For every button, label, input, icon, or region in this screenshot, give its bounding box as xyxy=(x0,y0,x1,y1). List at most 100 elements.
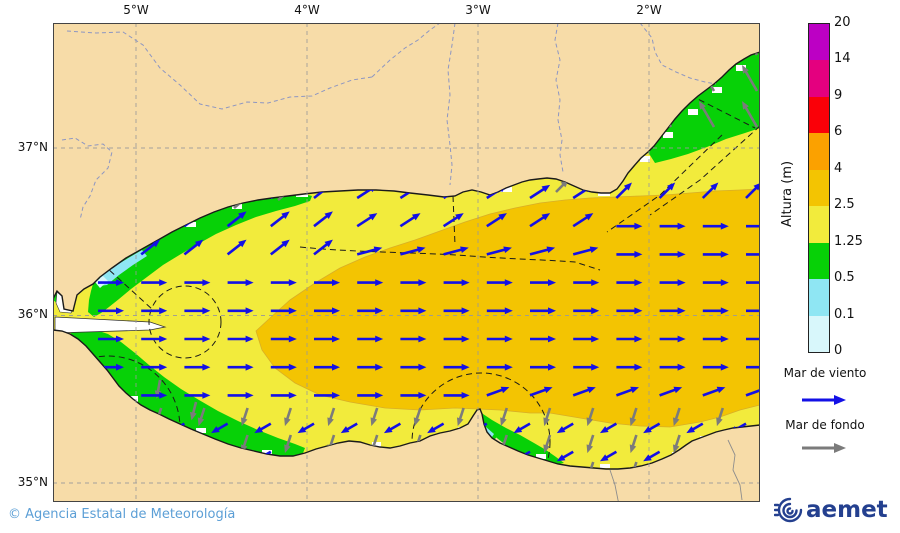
wind-arrow xyxy=(615,386,639,397)
wind-arrow xyxy=(183,239,204,256)
swell-arrow xyxy=(699,101,716,128)
wind-arrow xyxy=(314,335,340,343)
swell-legend-label: Mar de fondo xyxy=(785,418,865,432)
wind-arrow xyxy=(270,307,297,315)
wind-arrow xyxy=(184,335,211,343)
graticule xyxy=(53,23,760,502)
wind-arrow xyxy=(658,182,676,199)
wind-arrow xyxy=(227,335,254,343)
wind-arrow xyxy=(357,307,384,315)
wind-arrow xyxy=(297,422,315,434)
wind-arrow xyxy=(443,335,470,343)
swell-arrow xyxy=(284,434,293,454)
colorbar-tick-label: 1.25 xyxy=(834,233,863,249)
wind-arrow xyxy=(486,307,513,315)
wind-arrow xyxy=(443,246,469,256)
wind-arrow xyxy=(616,335,643,343)
wind-arrow xyxy=(254,422,272,434)
wind-arrow xyxy=(141,363,168,371)
wind-arrow xyxy=(427,422,445,434)
swell-arrow xyxy=(742,101,759,128)
colorbar-segment xyxy=(809,23,829,61)
wind-arrow xyxy=(269,211,290,228)
swell-arrow xyxy=(629,407,638,427)
wind-arrow xyxy=(616,363,643,371)
longitude-label: 4°W xyxy=(294,3,320,17)
wind-arrow xyxy=(98,335,124,343)
swell-arrow xyxy=(190,401,198,421)
wind-arrow xyxy=(270,363,297,371)
wind-arrow xyxy=(226,211,247,228)
wind-arrow xyxy=(98,307,124,315)
wind-arrow xyxy=(400,246,426,256)
wind-arrow xyxy=(227,363,254,371)
swell-arrow xyxy=(629,434,638,454)
latitude-label: 36°N xyxy=(17,307,48,321)
wind-arrow xyxy=(226,239,247,256)
wind-arrow xyxy=(442,213,464,228)
wind-arrow xyxy=(572,213,594,228)
swell-arrow xyxy=(630,461,638,469)
wind-arrow xyxy=(659,335,686,343)
colorbar-tick-label: 4 xyxy=(834,160,843,176)
wave-zone-cyan-nw xyxy=(99,250,147,286)
wind-arrow xyxy=(443,392,470,399)
wind-arrow xyxy=(746,309,760,313)
wind-arrow xyxy=(400,363,427,371)
wind-arrow xyxy=(269,239,290,256)
wind-arrow xyxy=(486,279,513,286)
wind-arrow xyxy=(659,251,686,258)
wind-arrow xyxy=(573,307,600,315)
wind-arrow xyxy=(313,239,333,256)
aemet-logo-text: aemet xyxy=(806,497,888,523)
wind-arrow xyxy=(573,279,600,286)
wind-arrow xyxy=(486,386,510,397)
wind-arrow xyxy=(659,307,686,315)
colorbar-segment xyxy=(809,95,829,134)
wind-arrow xyxy=(314,279,340,286)
wind-arrow xyxy=(443,279,470,286)
wind-arrow xyxy=(616,307,643,315)
wind-arrow xyxy=(141,279,168,286)
wind-arrow xyxy=(357,335,384,343)
wind-arrow xyxy=(184,307,211,315)
wind-arrow xyxy=(211,422,229,434)
wind-arrow xyxy=(486,363,513,371)
wind-arrow xyxy=(356,246,383,256)
wind-arrow xyxy=(184,392,211,399)
wind-arrow xyxy=(356,213,378,228)
wind-arrow xyxy=(530,307,556,315)
coastline-africa xyxy=(53,329,760,470)
wind-arrow xyxy=(314,363,340,371)
wind-arrow xyxy=(270,335,297,343)
swell-arrow xyxy=(587,461,595,469)
wind-arrow xyxy=(702,251,729,258)
wind-arrow xyxy=(184,279,211,286)
wind-arrow xyxy=(486,335,513,343)
wind-arrow xyxy=(573,335,600,343)
wind-arrow xyxy=(357,279,384,286)
wind-arrow xyxy=(141,335,168,343)
wind-arrow xyxy=(141,307,168,315)
wind-arrow xyxy=(141,392,168,399)
swell-arrow xyxy=(284,407,293,427)
wind-arrow xyxy=(313,211,333,228)
wind-arrow xyxy=(702,363,729,371)
swell-arrow xyxy=(543,434,552,454)
wind-arrow xyxy=(659,363,686,371)
swell-arrow xyxy=(370,407,379,427)
africa-borders xyxy=(609,439,743,502)
wind-arrow xyxy=(702,279,729,286)
wave-zone-green-sw xyxy=(70,329,305,456)
wind-arrow xyxy=(486,246,512,256)
province-boundaries xyxy=(61,23,717,221)
swell-arrow xyxy=(543,407,552,427)
wind-arrow xyxy=(513,422,531,434)
latitude-label: 37°N xyxy=(17,140,48,154)
swell-arrow xyxy=(742,65,759,92)
swell-arrow xyxy=(716,407,725,427)
wind-arrow xyxy=(184,363,211,371)
wind-arrow xyxy=(340,422,358,434)
map-canvas xyxy=(53,23,760,502)
colorbar-title: Altura (m) xyxy=(780,160,795,227)
